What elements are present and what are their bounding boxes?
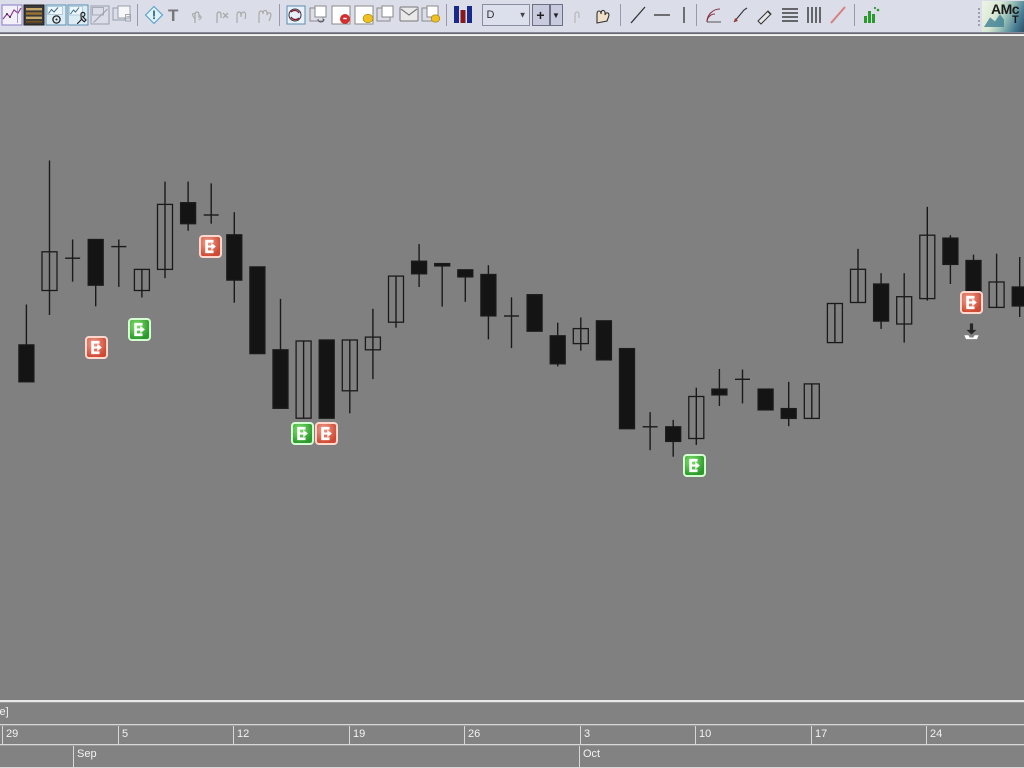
- svg-text:T: T: [168, 6, 179, 25]
